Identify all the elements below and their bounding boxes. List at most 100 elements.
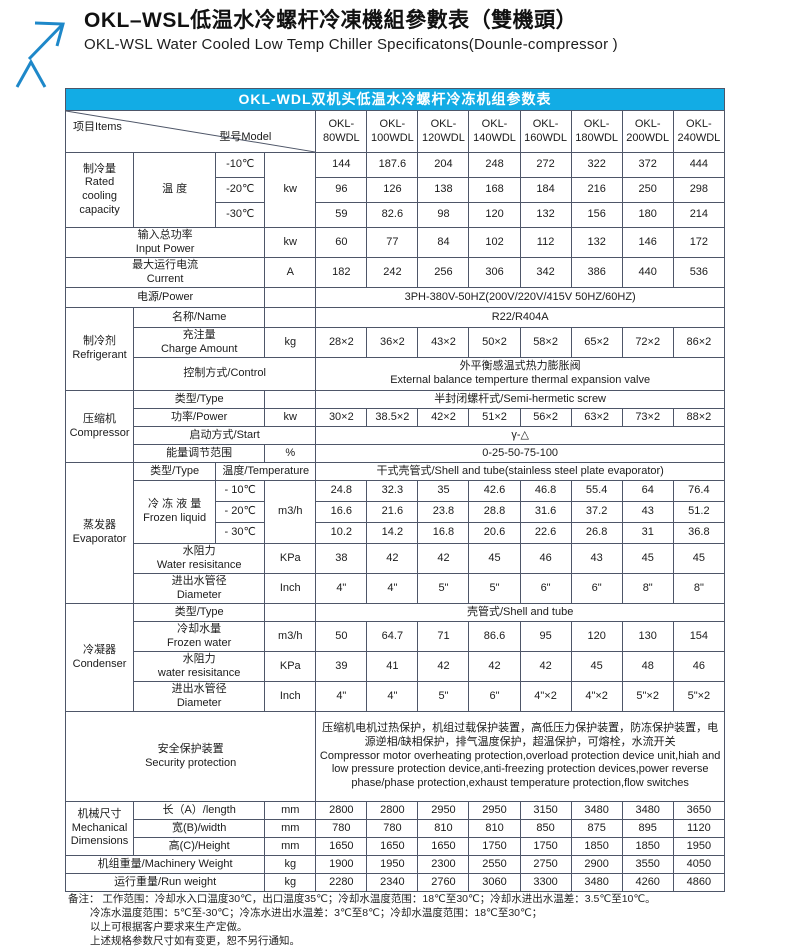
- value-cell: 3480: [570, 873, 623, 892]
- value-cell: 6": [468, 681, 521, 712]
- value-cell: 4": [366, 573, 419, 604]
- value-cell: 50×2: [468, 327, 521, 358]
- value-cell: 120: [570, 621, 623, 652]
- temp-row-label: -20℃: [215, 177, 266, 203]
- value-cell: 156: [570, 202, 623, 228]
- diagonal-line: [66, 111, 315, 152]
- value-cell: 45: [621, 543, 674, 574]
- value-cell: 3150: [519, 801, 572, 820]
- value-cell: 46.8: [519, 480, 572, 502]
- section-label-evaporator: 蒸发器 Evaporator: [64, 462, 135, 604]
- empty-unit-cell: [264, 390, 317, 409]
- unit-cell: kg: [264, 327, 317, 358]
- section-label-refrigerant: 制冷剂 Refrigerant: [64, 307, 135, 391]
- unit-cell: mm: [264, 837, 317, 856]
- label-power-supply: 电源/Power: [64, 287, 266, 308]
- security-text-en: Compressor motor overheating protection,…: [319, 749, 721, 790]
- value-capacity-range: 0-25-50-75-100: [315, 444, 725, 463]
- value-cell: 144: [315, 152, 368, 178]
- table-row: 最大运行电流 Current A 182 242 256 306 342 386 440 53…: [64, 257, 726, 288]
- corner-cell: 项目Items 型号Model: [64, 110, 317, 153]
- value-cell: 272: [519, 152, 572, 178]
- value-cell: 42: [519, 651, 572, 682]
- value-cell: 43: [570, 543, 623, 574]
- value-cell: 3650: [672, 801, 726, 820]
- value-cell: 242: [366, 257, 419, 288]
- value-cell: 28.8: [468, 501, 521, 523]
- section-label-compressor: 压缩机 Compressor: [64, 390, 135, 463]
- value-power-supply: 3PH-380V-50HZ(200V/220V/415V 50HZ/60HZ): [315, 287, 725, 308]
- unit-cell: kg: [264, 855, 317, 874]
- value-cell: 4": [315, 681, 368, 712]
- value-cell: 8": [672, 573, 726, 604]
- value-cell: 3300: [519, 873, 572, 892]
- value-cell: 16.8: [417, 522, 470, 544]
- value-cell: 86×2: [672, 327, 726, 358]
- value-cell: 154: [672, 621, 726, 652]
- value-cell: 120: [468, 202, 521, 228]
- value-cell: 45: [468, 543, 521, 574]
- value-cell: 850: [519, 819, 572, 838]
- table-row: 蒸发器 Evaporator 类型/Type 温度/Temperature 干式…: [64, 462, 725, 604]
- temp-row-label: - 20℃: [215, 501, 266, 523]
- value-cell: 182: [315, 257, 368, 288]
- model-header: OKL- 180WDL: [570, 110, 623, 153]
- model-header: OKL- 120WDL: [417, 110, 470, 153]
- value-cell: 76.4: [672, 480, 726, 502]
- table-row: 安全保护装置 Security protection 压缩机电机过热保护，机组过…: [64, 711, 725, 802]
- value-cell: 2800: [366, 801, 419, 820]
- value-evaporator-type: 干式壳管式/Shell and tube(stainless steel pla…: [315, 462, 725, 481]
- label-input-power: 输入总功率 Input Power: [64, 227, 266, 258]
- value-cell: 84: [417, 227, 470, 258]
- table-row: 冷凝器 Condenser 类型/Type 壳管式/Shell and tube: [64, 603, 725, 712]
- value-cell: 38: [315, 543, 368, 574]
- table-row: - 20℃ 16.6 21.6 23.8 28.8 31.6 37.2 43 51.2: [66, 501, 726, 523]
- value-cell: 2300: [417, 855, 470, 874]
- value-cell: 39: [315, 651, 368, 682]
- value-cell: 132: [570, 227, 623, 258]
- table-row: 宽(B)/width mm 780 780 810 810 850 875 895 1120: [66, 819, 726, 838]
- footnote-line: 冷冻水温度范围：5℃至-30℃；冷冻水进出水温差：3℃至8℃；冷却水温度范围：1…: [90, 906, 543, 919]
- value-cell: 8": [621, 573, 674, 604]
- value-cell: 1650: [417, 837, 470, 856]
- corner-model-label: 型号Model: [219, 131, 272, 144]
- unit-cell: kw: [264, 227, 317, 258]
- value-cell: 42: [417, 543, 470, 574]
- value-cell: 63×2: [570, 408, 623, 427]
- value-cell: 59: [315, 202, 368, 228]
- label-temperature: 温 度: [133, 152, 217, 228]
- empty-unit-cell: [264, 603, 317, 622]
- value-cell: 132: [519, 202, 572, 228]
- spec-table: OKL-WDL双机头低温水冷螺杆冷冻机组参数表 项目Items 型号Model …: [64, 88, 726, 892]
- table-row: 进出水管径 Diameter Inch 4" 4" 5" 6" 4"×2 4"×2 5"×2…: [66, 681, 726, 712]
- value-cell: 146: [621, 227, 674, 258]
- value-cell: 112: [519, 227, 572, 258]
- table-row: 项目Items 型号Model OKL- 80WDL OKL- 100WDL O…: [64, 110, 726, 153]
- value-cell: 2900: [570, 855, 623, 874]
- value-cell: 42.6: [468, 480, 521, 502]
- value-cell: 37.2: [570, 501, 623, 523]
- unit-cell: Inch: [264, 573, 317, 604]
- value-cell: 31: [621, 522, 674, 544]
- value-cell: 42: [366, 543, 419, 574]
- value-cell: 1650: [366, 837, 419, 856]
- label-frozen-liquid: 冷 冻 液 量 Frozen liquid: [133, 480, 217, 544]
- label-security-protection: 安全保护装置 Security protection: [64, 711, 317, 802]
- section-label-dimensions: 机械尺寸 Mechanical Dimensions: [64, 801, 135, 856]
- label-control: 控制方式/Control: [133, 357, 317, 391]
- table-row: 压缩机 Compressor 类型/Type 半封闭螺杆式/Semi-herme…: [64, 390, 725, 463]
- unit-cell: kw: [264, 152, 317, 228]
- value-cell: 2950: [417, 801, 470, 820]
- value-cell: 16.6: [315, 501, 368, 523]
- value-cell: 780: [366, 819, 419, 838]
- value-cell: 1950: [366, 855, 419, 874]
- label-evap-diameter: 进出水管径 Diameter: [133, 573, 266, 604]
- value-cell: 248: [468, 152, 521, 178]
- table-row: 充注量 Charge Amount kg 28×2 36×2 43×2 50×2 58×…: [66, 327, 726, 358]
- empty-unit-cell: [264, 307, 317, 328]
- value-cell: 536: [672, 257, 726, 288]
- model-header: OKL- 80WDL: [315, 110, 368, 153]
- label-cooling-water: 冷却水量 Frozen water: [133, 621, 266, 652]
- value-cell: 810: [468, 819, 521, 838]
